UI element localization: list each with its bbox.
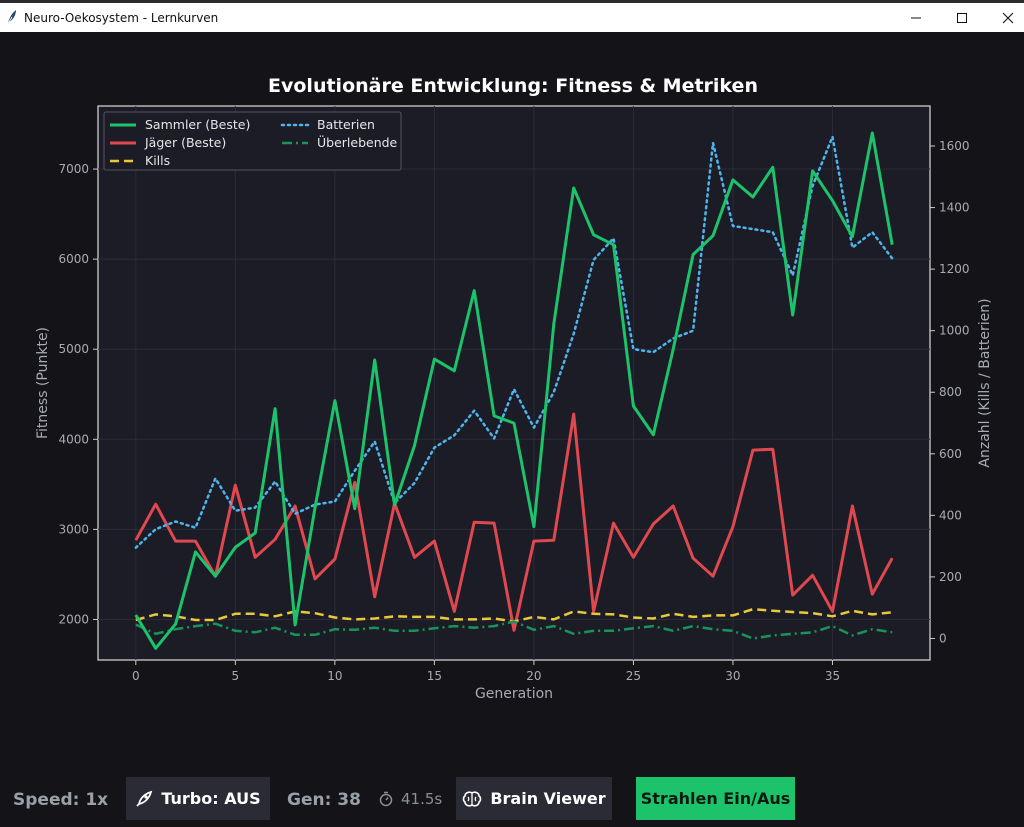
x-tick-label-2: 10 xyxy=(327,669,342,683)
learning-curve-chart: Evolutionäre Entwicklung: Fitness & Metr… xyxy=(35,75,993,702)
series-lines xyxy=(134,131,894,650)
chart-title: Evolutionäre Entwicklung: Fitness & Metr… xyxy=(268,75,758,97)
strahlen-toggle-button[interactable]: Strahlen Ein/Aus xyxy=(636,777,795,820)
y-right-tick-label-2: 400 xyxy=(939,508,962,522)
y-axis-label-right: Anzahl (Kills / Batterien) xyxy=(977,298,993,467)
y-tick-label-1: 3000 xyxy=(58,522,89,536)
plot-area xyxy=(97,105,931,661)
x-axis-label: Generation xyxy=(475,686,553,702)
legend-label-kills: Kills xyxy=(145,153,170,168)
stopwatch-icon xyxy=(379,791,393,807)
y-right-tick-label-1: 200 xyxy=(939,570,962,584)
series-line-ueberlebende xyxy=(135,620,893,640)
y-tick-label-0: 2000 xyxy=(58,612,89,626)
y-axis-label-left: Fitness (Punkte) xyxy=(35,327,51,439)
y-tick-label-2: 4000 xyxy=(58,432,89,446)
y-tick-label-4: 6000 xyxy=(58,252,89,266)
turbo-button[interactable]: Turbo: AUS xyxy=(126,777,270,820)
generation-label: Gen: 38 xyxy=(287,790,361,810)
y-tick-label-5: 7000 xyxy=(58,162,89,176)
maximize-icon xyxy=(957,12,967,23)
close-button[interactable] xyxy=(985,3,1024,32)
y-right-tick-label-6: 1200 xyxy=(939,262,970,276)
window-title: Neuro-Oekosystem - Lernkurven xyxy=(24,11,219,25)
turbo-button-label: Turbo: AUS xyxy=(161,789,261,808)
y-right-tick-label-0: 0 xyxy=(939,631,947,645)
window-titlebar: Neuro-Oekosystem - Lernkurven xyxy=(0,0,1024,32)
legend-label-ueberlebende: Überlebende xyxy=(317,134,398,150)
legend-label-sammler: Sammler (Beste) xyxy=(145,117,250,132)
series-line-sammler xyxy=(134,131,894,650)
close-icon xyxy=(1002,12,1014,23)
chart-legend: Sammler (Beste) Jäger (Beste) Kills Batteri… xyxy=(103,111,402,171)
minimize-icon xyxy=(911,17,921,18)
x-tick-label-4: 20 xyxy=(526,669,541,683)
rocket-icon xyxy=(136,790,153,807)
y-tick-label-3: 5000 xyxy=(58,342,89,356)
legend-label-jaeger: Jäger (Beste) xyxy=(144,135,226,150)
brain-viewer-label: Brain Viewer xyxy=(490,789,606,808)
x-tick-label-0: 0 xyxy=(132,669,140,683)
maximize-button[interactable] xyxy=(939,3,985,32)
timer: 41.5s xyxy=(378,790,442,808)
x-tick-label-1: 5 xyxy=(232,669,240,683)
speed-label: Speed: 1x xyxy=(13,790,109,810)
series-line-jaeger xyxy=(134,412,894,632)
y-right-tick-label-5: 1000 xyxy=(939,324,970,338)
y-right-tick-label-8: 1600 xyxy=(939,139,970,153)
grid xyxy=(98,106,930,660)
brain-viewer-button[interactable]: Brain Viewer xyxy=(456,777,612,820)
y-right-tick-label-4: 800 xyxy=(939,385,962,399)
x-tick-label-6: 30 xyxy=(725,669,740,683)
brain-icon xyxy=(463,790,482,807)
strahlen-toggle-label: Strahlen Ein/Aus xyxy=(640,789,791,808)
legend-label-batterien: Batterien xyxy=(317,117,375,132)
minimize-button[interactable] xyxy=(893,3,939,32)
axis-ticks: 0 5 10 15 20 25 30 35 2000 3000 4000 5000 6000 7000 0 2… xyxy=(58,139,969,683)
y-right-tick-label-7: 1400 xyxy=(939,201,970,215)
timer-value: 41.5s xyxy=(401,790,443,808)
y-right-tick-label-3: 600 xyxy=(939,447,962,461)
x-tick-label-7: 35 xyxy=(825,669,840,683)
x-tick-label-5: 25 xyxy=(626,669,641,683)
feather-icon xyxy=(7,10,16,25)
x-tick-label-3: 15 xyxy=(427,669,442,683)
